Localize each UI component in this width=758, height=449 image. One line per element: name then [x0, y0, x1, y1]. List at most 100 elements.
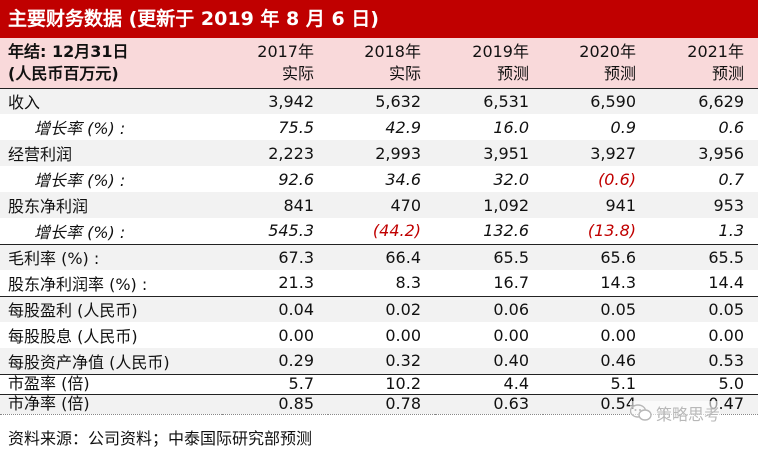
- row-label: 每股盈利 (人民币): [0, 295, 222, 322]
- table-cell: 3,951: [435, 140, 543, 166]
- table-row: 增长率 (%) : 545.3 (44.2) 132.6 (13.8) 1.3: [0, 218, 758, 244]
- table-cell: 3,927: [543, 140, 650, 166]
- row-label: 股东净利润率 (%) :: [8, 274, 148, 294]
- table-cell: 1.3: [718, 221, 744, 241]
- watermark-text: 策略思考: [656, 405, 721, 424]
- table-cell: 0.04: [222, 295, 328, 322]
- table-cell: 941: [543, 192, 650, 218]
- header-fiscal-year-end: 年结: 12月31日: [8, 41, 129, 61]
- table-cell: 6,531: [435, 88, 543, 114]
- table-cell: 0.05: [543, 295, 650, 322]
- table-cell: 0.00: [385, 325, 421, 345]
- table-row: 股东净利润 841 470 1,092 941 953: [0, 192, 758, 218]
- table-cell: 42.9: [385, 117, 421, 137]
- table-cell: 92.6: [278, 169, 314, 189]
- table-cell: 4.4: [435, 374, 543, 395]
- table-cell: 66.4: [328, 243, 435, 270]
- table-cell: 1,092: [435, 192, 543, 218]
- table-cell: 5.7: [222, 374, 328, 395]
- table-row: 股东净利润率 (%) : 21.3 8.3 16.7 14.3 14.4: [0, 270, 758, 296]
- table-cell: 6,629: [650, 88, 758, 114]
- report-title: 主要财务数据 (更新于 2019 年 8 月 6 日): [0, 0, 758, 38]
- table-row: 增长率 (%) : 75.5 42.9 16.0 0.9 0.6: [0, 114, 758, 140]
- table-cell: 16.0: [493, 117, 529, 137]
- table-cell: 0.46: [543, 348, 650, 375]
- source-note: 资料来源：公司资料；中泰国际研究部预测: [8, 429, 313, 448]
- table-cell: 0.32: [328, 348, 435, 375]
- table-cell: 0.85: [222, 394, 328, 415]
- table-cell: 0.63: [435, 394, 543, 415]
- wechat-icon: [630, 404, 652, 421]
- table-header-row: 年结: 12月31日 (人民币百万元) 2017年 实际 2018年 实际 2019…: [0, 38, 758, 89]
- table-row: 市盈率 (倍) 5.7 10.2 4.4 5.1 5.0: [0, 374, 758, 395]
- row-label: 市净率 (倍): [0, 394, 222, 415]
- table-cell: 545.3: [268, 221, 314, 241]
- table-row: 每股股息 (人民币) 0.00 0.00 0.00 0.00 0.00: [0, 322, 758, 348]
- table-cell: 16.7: [493, 273, 529, 293]
- table-cell: 841: [222, 192, 328, 218]
- row-label: 增长率 (%) :: [34, 171, 126, 190]
- table-cell: 3,942: [222, 88, 328, 114]
- table-cell: 953: [650, 192, 758, 218]
- table-cell: 0.05: [650, 295, 758, 322]
- table-cell: 3,956: [650, 140, 758, 166]
- table-cell: 0.7: [718, 169, 744, 189]
- table-row: 毛利率 (%) :67.3 66.4 65.5 65.6 65.5: [0, 243, 758, 270]
- table-row: 经营利润 2,223 2,993 3,951 3,927 3,956: [0, 140, 758, 166]
- table-cell: (13.8): [587, 221, 636, 241]
- table-cell: 0.00: [278, 325, 314, 345]
- financial-data-table: 年结: 12月31日 (人民币百万元) 2017年 实际 2018年 实际 2019…: [0, 38, 758, 415]
- row-label: 股东净利润: [0, 192, 222, 218]
- table-cell: 0.54: [543, 394, 650, 415]
- row-label: 经营利润: [0, 140, 222, 166]
- row-label: 增长率 (%) :: [34, 222, 126, 242]
- table-cell: 5,632: [328, 88, 435, 114]
- table-cell: 0.40: [435, 348, 543, 375]
- header-col-2019: 2019年 预测: [435, 38, 543, 89]
- header-col-2017: 2017年 实际: [222, 38, 328, 89]
- table-cell: 0.02: [328, 295, 435, 322]
- table-cell: 0.9: [610, 117, 636, 137]
- table-cell: 2,223: [222, 140, 328, 166]
- header-col-2021: 2021年 预测: [650, 38, 758, 89]
- table-cell: 0.78: [328, 394, 435, 415]
- table-row: 每股盈利 (人民币) 0.04 0.02 0.06 0.05 0.05: [0, 295, 758, 322]
- row-label: 毛利率 (%) :: [0, 243, 222, 270]
- table-cell: 470: [328, 192, 435, 218]
- table-cell: (44.2): [372, 221, 421, 241]
- table-cell: 5.1: [543, 374, 650, 395]
- table-cell: 132.6: [483, 221, 529, 241]
- table-cell: 0.00: [493, 325, 529, 345]
- table-cell: 34.6: [385, 169, 421, 189]
- table-cell: 75.5: [278, 117, 314, 137]
- table-row: 增长率 (%) : 92.6 34.6 32.0 (0.6) 0.7: [0, 166, 758, 192]
- table-cell: 0.00: [600, 325, 636, 345]
- row-label: 每股资产净值 (人民币): [0, 348, 222, 375]
- table-cell: 2,993: [328, 140, 435, 166]
- table-cell: 8.3: [395, 273, 421, 293]
- header-col-2018: 2018年 实际: [328, 38, 435, 89]
- header-unit: (人民币百万元): [8, 63, 119, 83]
- table-cell: 0.06: [435, 295, 543, 322]
- table-cell: 14.4: [708, 273, 744, 293]
- table-cell: 0.00: [708, 325, 744, 345]
- table-cell: 67.3: [222, 243, 328, 270]
- table-cell: 0.53: [650, 348, 758, 375]
- header-label: 年结: 12月31日 (人民币百万元): [0, 38, 222, 89]
- watermark: 策略思考: [630, 401, 721, 425]
- table-cell: 32.0: [493, 169, 529, 189]
- table-cell: (0.6): [598, 169, 636, 189]
- table-cell: 0.6: [718, 117, 744, 137]
- table-cell: 0.29: [222, 348, 328, 375]
- table-cell: 14.3: [600, 273, 636, 293]
- row-label: 增长率 (%) :: [34, 119, 126, 138]
- table-cell: 65.5: [650, 243, 758, 270]
- row-label: 市盈率 (倍): [0, 374, 222, 395]
- table-cell: 65.5: [435, 243, 543, 270]
- table-row: 收入 3,942 5,632 6,531 6,590 6,629: [0, 88, 758, 114]
- table-cell: 21.3: [278, 273, 314, 293]
- row-label: 收入: [0, 88, 222, 114]
- table-cell: 10.2: [328, 374, 435, 395]
- header-col-2020: 2020年 预测: [543, 38, 650, 89]
- table-cell: 6,590: [543, 88, 650, 114]
